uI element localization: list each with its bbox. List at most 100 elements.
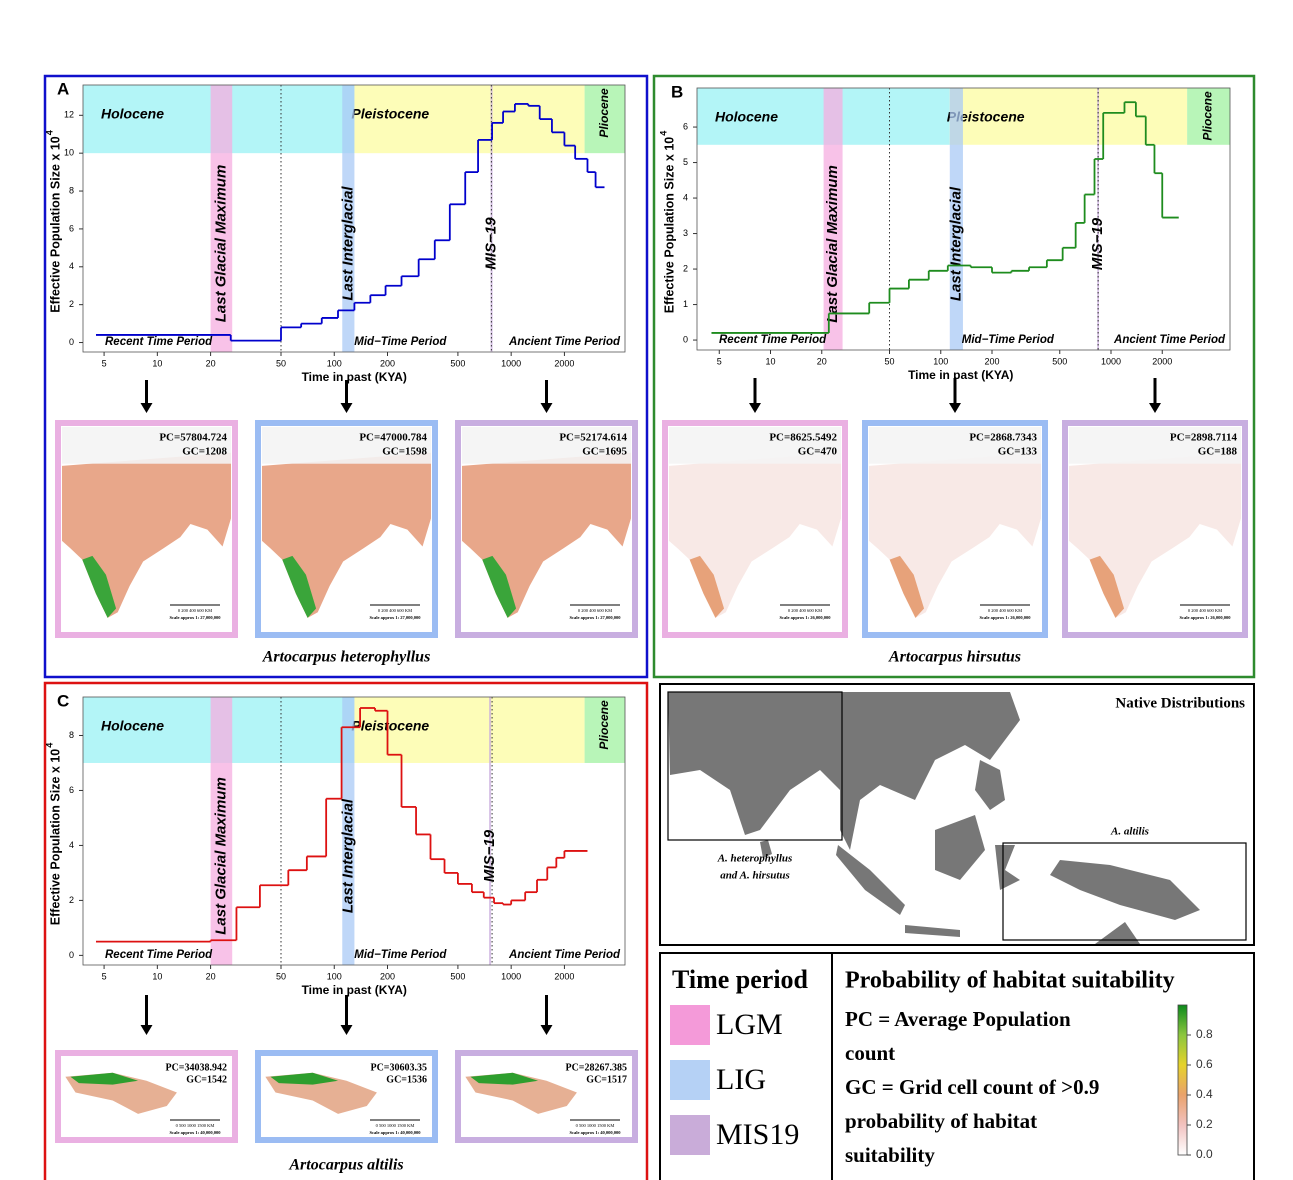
event-label: Last Glacial Maximum [212, 777, 229, 935]
map-pc: PC=34038.942 [165, 1062, 227, 1073]
y-axis-label-exponent: 4 [658, 131, 668, 136]
scale-note: Scale approx 1: 40,000,000 [169, 1130, 221, 1135]
map-pc: PC=2868.7343 [969, 432, 1037, 444]
x-tick-label: 10 [152, 971, 162, 981]
y-tick-label: 6 [683, 121, 688, 131]
event-label: Last Interglacial [339, 186, 356, 301]
map-gc: GC=1517 [586, 1074, 627, 1085]
epoch-label: Holocene [715, 109, 778, 125]
x-tick-label: 20 [817, 356, 827, 366]
legend-swatch [670, 1005, 710, 1045]
epoch-label: Pleistocene [351, 106, 429, 122]
scale-bar-label: 0 500 1000 1500 KM [176, 1123, 215, 1128]
epoch-label: Pleistocene [351, 718, 429, 734]
y-tick-label: 0 [69, 950, 74, 960]
period-label: Recent Time Period [105, 949, 213, 961]
y-axis-label-exponent: 4 [44, 130, 54, 135]
species-label: Artocarpus heterophyllus [262, 649, 431, 666]
x-tick-label: 50 [276, 358, 286, 368]
x-tick-label: 5 [102, 971, 107, 981]
x-tick-label: 5 [717, 356, 722, 366]
legend-title: Probability of habitat suitability [845, 968, 1175, 994]
x-tick-label: 10 [152, 358, 162, 368]
map-pc: PC=28267.385 [565, 1062, 627, 1073]
legend-text: count [845, 1041, 895, 1065]
y-tick-label: 8 [69, 730, 74, 740]
period-label: Ancient Time Period [1113, 334, 1226, 346]
x-tick-label: 500 [450, 971, 465, 981]
x-tick-label: 200 [380, 358, 395, 368]
event-label: Last Interglacial [339, 798, 356, 913]
y-tick-label: 3 [683, 228, 688, 238]
species-label: Artocarpus hirsutus [888, 649, 1021, 666]
legend-label: LIG [716, 1063, 766, 1096]
colorbar-tick-label: 0.4 [1196, 1087, 1213, 1101]
legend-text: probability of habitat [845, 1109, 1037, 1133]
x-tick-label: 100 [327, 358, 342, 368]
x-tick-label: 1000 [501, 358, 521, 368]
y-tick-label: 2 [683, 263, 688, 273]
map-pc: PC=30603.35 [370, 1062, 427, 1073]
region-label: and A. hirsutus [720, 870, 790, 882]
x-tick-label: 10 [766, 356, 776, 366]
epoch-label: Holocene [101, 718, 164, 734]
period-label: Recent Time Period [719, 334, 827, 346]
period-label: Mid−Time Period [354, 949, 447, 961]
x-tick-label: 100 [327, 971, 342, 981]
x-tick-label: 500 [1052, 356, 1067, 366]
x-axis-label: Time in past (KYA) [302, 370, 407, 384]
map-gc: GC=1542 [186, 1074, 227, 1085]
y-tick-label: 12 [64, 110, 74, 120]
y-tick-label: 4 [683, 192, 688, 202]
region-label: A. altilis [1110, 826, 1149, 838]
period-label: Ancient Time Period [508, 336, 621, 348]
x-tick-label: 20 [206, 971, 216, 981]
map-gc: GC=133 [998, 446, 1038, 458]
x-tick-label: 200 [984, 356, 999, 366]
legend-text: GC = Grid cell count of >0.9 [845, 1075, 1099, 1099]
figure: A Holocene Pleistocene Pliocene Last Glacial… [0, 0, 1293, 1180]
epoch-label: Pliocene [1201, 91, 1215, 141]
map-gc: GC=188 [1198, 446, 1238, 458]
x-tick-label: 500 [450, 358, 465, 368]
y-tick-label: 6 [69, 785, 74, 795]
y-axis-label: Effective Population Size x 10 [48, 136, 62, 312]
scale-note: Scale approx 1: 27,000,000 [569, 615, 621, 620]
scale-bar-label: 0 200 400 600 KM [1188, 608, 1222, 613]
scale-bar-label: 0 200 400 600 KM [788, 608, 822, 613]
map-gc: GC=1208 [182, 446, 227, 458]
region-label: A. heterophyllus [717, 853, 793, 865]
scale-note: Scale approx 1: 26,000,000 [1179, 615, 1231, 620]
x-tick-label: 2000 [1152, 356, 1172, 366]
x-tick-label: 1000 [1101, 356, 1121, 366]
x-tick-label: 2000 [554, 358, 574, 368]
species-label: Artocarpus altilis [288, 1157, 403, 1174]
period-label: Recent Time Period [105, 336, 213, 348]
x-tick-label: 5 [102, 358, 107, 368]
scale-bar-label: 0 500 1000 1500 KM [576, 1123, 615, 1128]
x-tick-label: 2000 [554, 971, 574, 981]
y-tick-label: 1 [683, 299, 688, 309]
event-label: Last Interglacial [947, 186, 964, 301]
x-tick-label: 100 [933, 356, 948, 366]
panel-label: A [57, 79, 69, 98]
scale-bar-label: 0 500 1000 1500 KM [376, 1123, 415, 1128]
legend-swatch [670, 1060, 710, 1100]
y-tick-label: 0 [683, 334, 688, 344]
x-tick-label: 20 [206, 358, 216, 368]
scale-note: Scale approx 1: 40,000,000 [369, 1130, 421, 1135]
map-gc: GC=1598 [382, 446, 427, 458]
legend-label: MIS19 [716, 1118, 799, 1151]
y-tick-label: 4 [69, 840, 74, 850]
event-label: Last Glacial Maximum [824, 165, 841, 323]
legend-swatch [670, 1115, 710, 1155]
event-label: Last Glacial Maximum [212, 165, 229, 323]
legend-text: suitability [845, 1143, 935, 1167]
y-tick-label: 2 [69, 299, 74, 309]
period-label: Ancient Time Period [508, 949, 621, 961]
legend-title: Time period [672, 965, 809, 994]
map-gc: GC=470 [798, 446, 838, 458]
colorbar-tick-label: 0.2 [1196, 1117, 1213, 1131]
scale-note: Scale approx 1: 40,000,000 [569, 1130, 621, 1135]
legend-label: LGM [716, 1008, 783, 1041]
